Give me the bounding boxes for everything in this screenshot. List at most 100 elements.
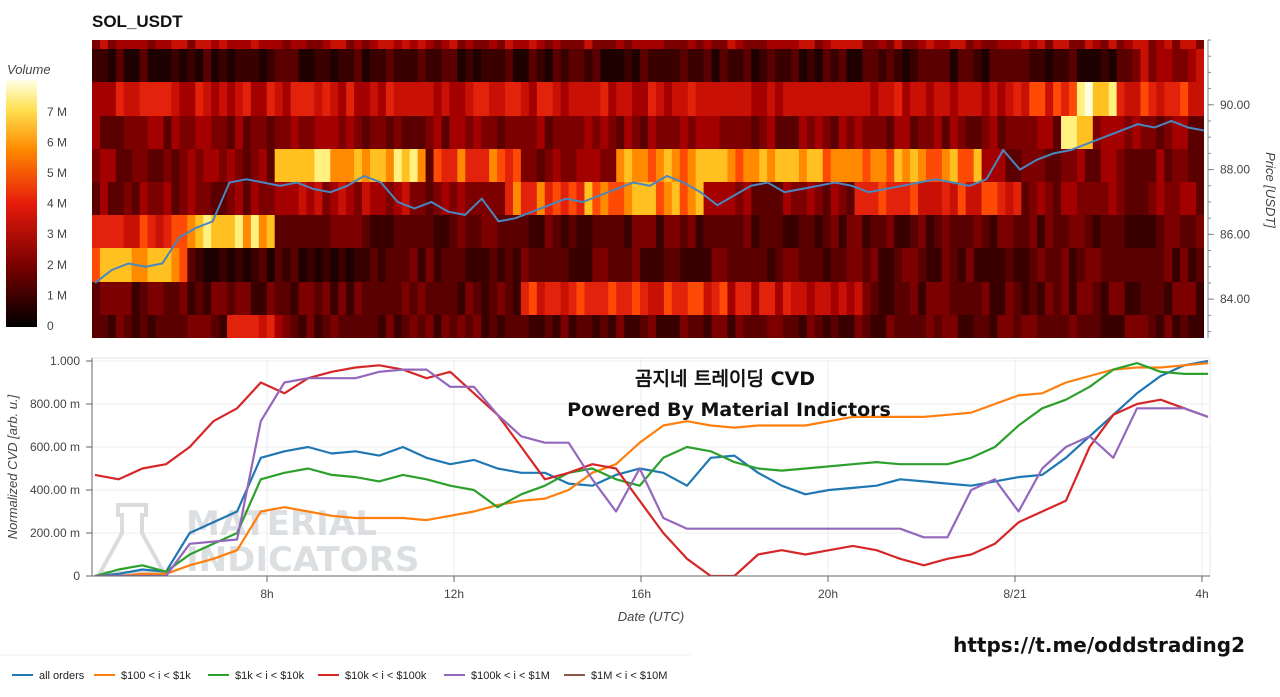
heatmap-cell [536,116,546,149]
heatmap-cell [1076,49,1086,82]
telegram-link[interactable]: https://t.me/oddstrading2 [953,633,1245,657]
heatmap-cell [131,82,141,116]
heatmap-cell [743,49,752,82]
heatmap-cell [449,40,458,49]
heatmap-cell [711,40,721,49]
heatmap-cell [1084,315,1094,338]
heatmap-cell [258,315,268,338]
heatmap-cell [234,315,244,338]
heatmap-cell [965,215,975,248]
heatmap-cell [457,40,466,49]
heatmap-cell [163,248,173,282]
heatmap-cell [695,149,705,182]
heatmap-cell [1029,82,1038,116]
heatmap-cell [346,315,355,338]
heatmap-cell [687,215,697,248]
heatmap-cell [1108,82,1118,116]
heatmap-cell [520,49,530,82]
heatmap-cell [1061,82,1070,116]
heatmap-cell [687,282,697,315]
heatmap-cell [338,248,347,282]
heatmap-cell [370,215,379,248]
colorbar-tick: 7 M [47,105,67,119]
heatmap-cell [123,215,133,248]
heatmap-cell [1021,215,1030,248]
heatmap-cell [679,315,689,338]
heatmap-cell [759,116,768,149]
heatmap-cell [910,282,919,315]
heatmap-cell [211,182,220,215]
heatmap-cell [322,282,331,315]
heatmap-cell [385,215,395,248]
heatmap-cell [584,248,593,282]
heatmap-cell [457,149,466,182]
heatmap-cell [163,182,173,215]
heatmap-cell [640,248,649,282]
heatmap-cell [473,82,482,116]
legend-item-label: $10k < i < $100k [345,670,427,682]
heatmap-cell [822,49,832,82]
heatmap-cell [528,182,538,215]
heatmap-cell [957,82,967,116]
heatmap-cell [783,116,792,149]
heatmap-cell [512,182,522,215]
heatmap-cell [489,315,498,338]
heatmap-cell [250,116,260,149]
heatmap-cell [171,116,180,149]
cvd-series-line-2 [94,362,1208,576]
heatmap-cell [798,49,808,82]
heatmap-cell [1116,49,1126,82]
heatmap-cell [274,282,284,315]
heatmap-cell [1092,116,1102,149]
heatmap-cell [338,49,347,82]
heatmap-cell [131,182,141,215]
heatmap-cell [227,149,236,182]
heatmap-cell [234,282,244,315]
heatmap-cell [1100,40,1110,49]
heatmap-cell [965,149,975,182]
heatmap-cell [886,315,895,338]
heatmap-cell [687,149,697,182]
cvd-x-ticks: 8h 12h 16h 20h 8/21 4h [260,576,1209,601]
price-tick-label: 86.00 [1220,227,1250,241]
heatmap-cell [544,116,554,149]
cvd-y-axis-label: Normalized CVD [arb. u.] [5,394,20,539]
heatmap-cell [838,82,848,116]
heatmap-cell [362,282,371,315]
heatmap-cell [870,315,879,338]
heatmap-cell [227,315,236,338]
heatmap-cell [306,215,315,248]
heatmap-cell [250,40,260,49]
heatmap-cell [568,116,578,149]
heatmap-cell [497,282,506,315]
heatmap-cell [346,116,355,149]
heatmap-cell [242,315,252,338]
heatmap-cell [92,248,101,282]
heatmap-cell [290,215,300,248]
heatmap-cell [1045,82,1054,116]
heatmap-cell [584,116,593,149]
heatmap-cell [703,82,713,116]
heatmap-cell [592,248,601,282]
heatmap-cell [417,40,427,49]
heatmap-cell [910,49,919,82]
heatmap-cell [290,315,300,338]
heatmap-cell [187,82,196,116]
heatmap-cell [878,149,887,182]
heatmap-cell [711,282,721,315]
heatmap-cell [965,315,975,338]
heatmap-cell [576,215,586,248]
heatmap-cell [544,315,554,338]
heatmap-cell [902,82,911,116]
heatmap-cell [473,182,482,215]
heatmap-cell [1037,182,1046,215]
heatmap-cell [290,182,300,215]
heatmap-cell [1092,182,1102,215]
heatmap-cell [1029,215,1038,248]
heatmap-cell [1108,182,1118,215]
heatmap-cell [139,315,149,338]
watermark: MATERIAL INDICATORS [96,503,419,580]
heatmap-cell [179,282,188,315]
heatmap-cell [298,82,308,116]
